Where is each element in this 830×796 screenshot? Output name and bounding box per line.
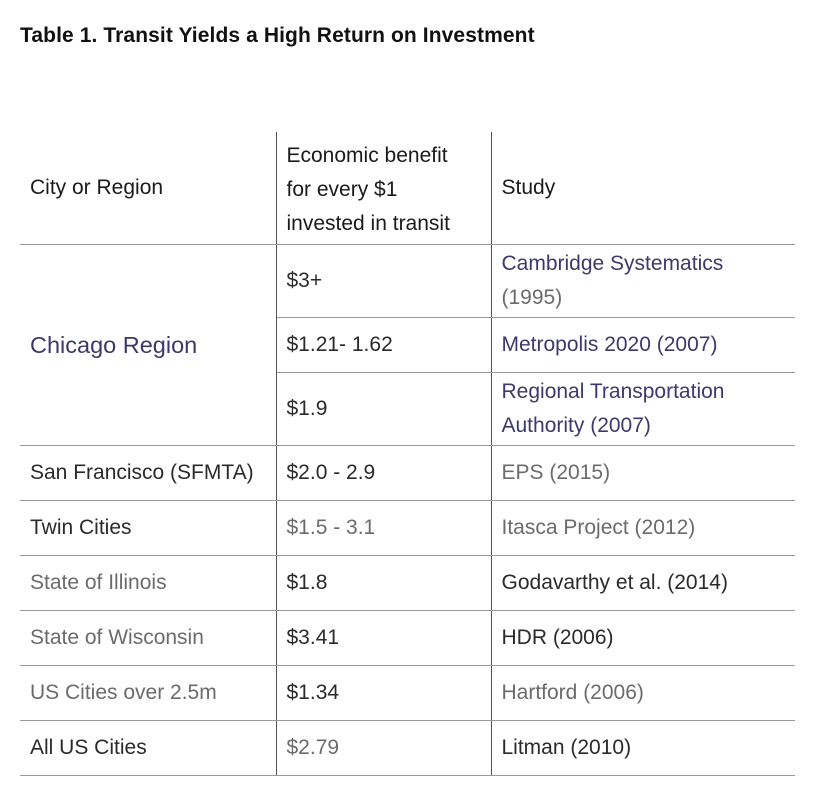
benefit-cell: $1.34 xyxy=(276,665,492,721)
city-cell: All US Cities xyxy=(20,720,277,776)
city-cell: Twin Cities xyxy=(20,500,277,556)
benefit-cell: $1.9 xyxy=(276,372,492,446)
benefit-cell: $1.8 xyxy=(276,555,492,611)
table-title: Table 1. Transit Yields a High Return on… xyxy=(20,24,535,47)
table-row: US Cities over 2.5m $1.34 Hartford (2006… xyxy=(20,665,795,721)
study-cell: HDR (2006) xyxy=(491,610,795,666)
table-row: Twin Cities $1.5 - 3.1 Itasca Project (2… xyxy=(20,500,795,556)
benefit-cell: $2.79 xyxy=(276,720,492,776)
study-cell: EPS (2015) xyxy=(491,445,795,501)
city-cell: State of Wisconsin xyxy=(20,610,277,666)
benefit-cell: $2.0 - 2.9 xyxy=(276,445,492,501)
study-cell: Cambridge Systematics (1995) xyxy=(491,244,795,318)
table-row: Chicago Region $3+ Cambridge Systematics… xyxy=(20,244,795,446)
study-cell: Litman (2010) xyxy=(491,720,795,776)
study-cell: Itasca Project (2012) xyxy=(491,500,795,556)
study-cell: Hartford (2006) xyxy=(491,665,795,721)
header-benefit-line: Economic benefit xyxy=(286,144,448,167)
study-cell: Godavarthy et al. (2014) xyxy=(491,555,795,611)
benefit-cell: $3+ xyxy=(276,244,492,318)
benefit-cell: $1.5 - 3.1 xyxy=(276,500,492,556)
benefit-cell: $1.21- 1.62 xyxy=(276,317,492,373)
header-city: City or Region xyxy=(20,132,277,245)
study-cell: Metropolis 2020 (2007) xyxy=(491,317,795,373)
table-row: All US Cities $2.79 Litman (2010) xyxy=(20,720,795,776)
city-cell: San Francisco (SFMTA) xyxy=(20,445,277,501)
table-row: $1.21- 1.62 Metropolis 2020 (2007) xyxy=(20,317,795,373)
header-row: City or Region Economic benefit for ever… xyxy=(20,132,795,245)
table-row: $1.9 Regional Transportation Authority (… xyxy=(20,372,795,446)
header-study: Study xyxy=(491,132,795,245)
study-cell: Regional Transportation Authority (2007) xyxy=(491,372,795,446)
study-line: Cambridge Systematics xyxy=(501,252,724,275)
study-line: Authority (2007) xyxy=(501,414,651,437)
city-cell: US Cities over 2.5m xyxy=(20,665,277,721)
table-row: State of Illinois $1.8 Godavarthy et al.… xyxy=(20,555,795,611)
city-cell: State of Illinois xyxy=(20,555,277,611)
study-line: Regional Transportation xyxy=(501,380,725,403)
benefit-cell: $3.41 xyxy=(276,610,492,666)
header-benefit: Economic benefit for every $1 invested i… xyxy=(276,132,492,245)
table-row: San Francisco (SFMTA) $2.0 - 2.9 EPS (20… xyxy=(20,445,795,501)
city-cell: Chicago Region xyxy=(20,244,277,446)
roi-table: City or Region Economic benefit for ever… xyxy=(20,132,795,776)
header-benefit-line: invested in transit xyxy=(286,212,450,235)
study-line: (1995) xyxy=(501,286,563,309)
table-row: State of Wisconsin $3.41 HDR (2006) xyxy=(20,610,795,666)
header-benefit-line: for every $1 xyxy=(286,178,398,201)
